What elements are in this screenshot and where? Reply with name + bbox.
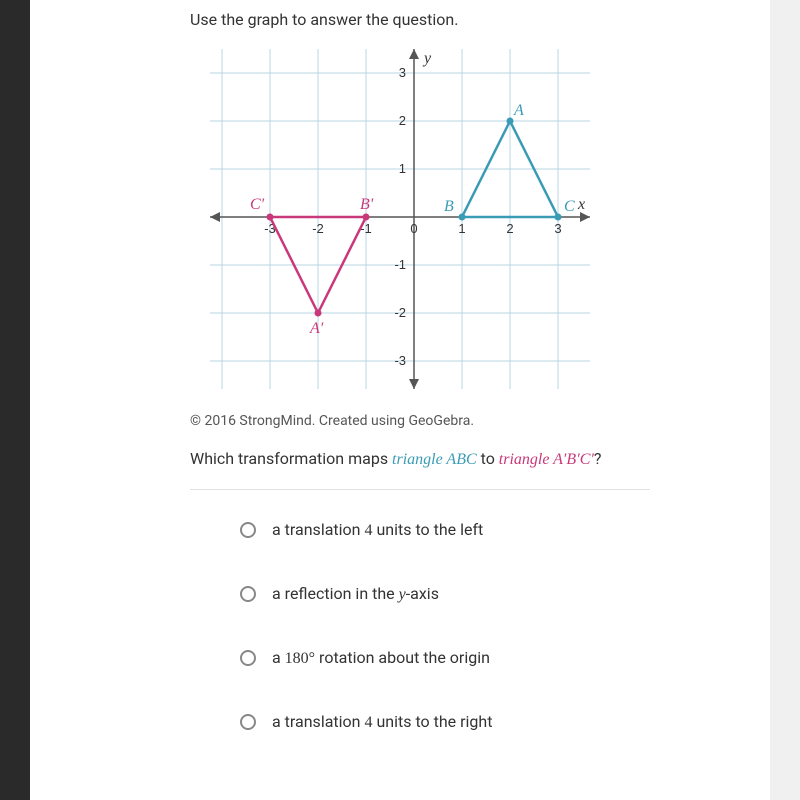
prompt-text: Use the graph to answer the question.: [190, 10, 770, 29]
option-4[interactable]: a translation 4 units to the right: [240, 712, 770, 732]
divider: [190, 489, 650, 490]
right-margin-strip: [770, 0, 800, 800]
option-2[interactable]: a reflection in the y-axis: [240, 584, 770, 604]
answer-options: a translation 4 units to the left a refl…: [240, 520, 770, 732]
svg-text:B': B': [360, 196, 374, 213]
svg-text:C': C': [250, 196, 265, 213]
svg-text:-1: -1: [394, 257, 406, 272]
svg-text:A: A: [513, 102, 524, 119]
svg-text:y: y: [422, 50, 432, 67]
option-1-label: a translation 4 units to the left: [272, 520, 483, 540]
radio-icon: [240, 650, 256, 666]
svg-text:3: 3: [554, 221, 561, 236]
option-4-label: a translation 4 units to the right: [272, 712, 492, 732]
question-suffix: ?: [594, 449, 602, 468]
svg-text:C: C: [564, 198, 575, 215]
svg-text:-2: -2: [312, 221, 324, 236]
graph-svg: -3-2-10123-3-2-1123xyABCA'B'C': [210, 49, 590, 389]
svg-text:-3: -3: [394, 353, 406, 368]
question-mid: to: [477, 449, 499, 468]
svg-text:0: 0: [410, 221, 417, 236]
svg-text:2: 2: [399, 113, 406, 128]
coordinate-graph: -3-2-10123-3-2-1123xyABCA'B'C': [210, 49, 590, 393]
svg-text:A': A': [309, 320, 324, 337]
triangle-abc-label: triangle ABC: [392, 451, 477, 468]
question-panel: Use the graph to answer the question. -3…: [30, 0, 770, 800]
radio-icon: [240, 586, 256, 602]
left-sidebar-strip: [0, 0, 30, 800]
radio-icon: [240, 714, 256, 730]
svg-text:2: 2: [506, 221, 513, 236]
svg-text:x: x: [577, 196, 585, 213]
svg-text:-2: -2: [394, 305, 406, 320]
question-prefix: Which transformation maps: [190, 449, 392, 468]
svg-text:3: 3: [399, 65, 406, 80]
option-3-label: a 180° rotation about the origin: [272, 648, 490, 668]
option-2-label: a reflection in the y-axis: [272, 584, 439, 604]
copyright-text: © 2016 StrongMind. Created using GeoGebr…: [190, 413, 770, 429]
svg-text:B: B: [444, 198, 454, 215]
option-1[interactable]: a translation 4 units to the left: [240, 520, 770, 540]
question-text: Which transformation maps triangle ABC t…: [190, 449, 770, 469]
svg-text:1: 1: [458, 221, 465, 236]
svg-text:1: 1: [399, 161, 406, 176]
option-3[interactable]: a 180° rotation about the origin: [240, 648, 770, 668]
radio-icon: [240, 522, 256, 538]
graph-container: -3-2-10123-3-2-1123xyABCA'B'C': [30, 49, 770, 393]
triangle-abc-prime-label: triangle A′B′C′: [499, 451, 594, 468]
